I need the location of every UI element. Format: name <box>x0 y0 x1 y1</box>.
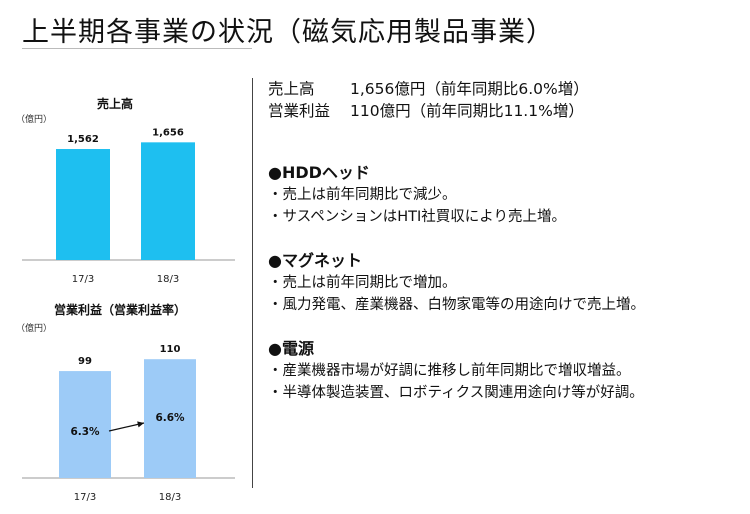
summary-sales-label: 売上高 <box>268 80 315 98</box>
margin-label: 6.3% <box>70 426 100 438</box>
summary-operating-income-value: 110億円（前年同期比11.1%増） <box>350 102 584 120</box>
section-hdd-head: ●HDDヘッド ・売上は前年同期比で減少。 ・サスペンションはHTI社買収により… <box>268 162 738 228</box>
operating-income-chart: 営業利益（営業利益率） （億円） 99 17/3 110 18/3 6.3% 6.6% <box>0 298 252 508</box>
margin-label: 6.6% <box>155 412 185 424</box>
chart-title: 売上高 <box>97 96 133 111</box>
data-label: 99 <box>78 356 92 367</box>
bullet-item: ・売上は前年同期比で減少。 <box>268 187 457 203</box>
summary-operating-income: 営業利益 110億円（前年同期比11.1%増） <box>268 100 738 122</box>
summary-sales: 売上高 1,656億円（前年同期比6.0%増） <box>268 78 738 100</box>
chart-title: 営業利益（営業利益率） <box>54 302 186 317</box>
title-underline <box>22 48 252 49</box>
section-magnet: ●マグネット ・売上は前年同期比で増加。 ・風力発電、産業機器、白物家電等の用途… <box>268 250 738 316</box>
operating-income-chart-svg: 営業利益（営業利益率）（億円） 99 17/3 110 18/3 6.3% 6.6% <box>16 302 235 503</box>
bar-18-3 <box>141 142 195 260</box>
summary-operating-income-label: 営業利益 <box>268 102 331 120</box>
chart-unit-label: （億円） <box>16 113 52 125</box>
sales-chart-svg: 売上高 （億円） 1,562 17/3 1,656 18/3 <box>16 96 235 285</box>
bar-17-3 <box>56 149 110 260</box>
data-label: 110 <box>160 344 181 355</box>
right-panel: 売上高 1,656億円（前年同期比6.0%増） 営業利益 110億円（前年同期比11… <box>268 78 738 404</box>
summary-sales-value: 1,656億円（前年同期比6.0%増） <box>350 80 589 98</box>
x-tick-label: 17/3 <box>74 492 96 503</box>
bullet-item: ・売上は前年同期比で増加。 <box>268 275 457 291</box>
x-tick-label: 17/3 <box>72 274 94 285</box>
vertical-divider <box>252 78 253 488</box>
trend-arrow-head <box>137 421 144 428</box>
page-title: 上半期各事業の状況（磁気応用製品事業） <box>22 17 554 48</box>
chart-unit-label: （億円） <box>16 322 52 334</box>
bullet-item: ・サスペンションはHTI社買収により売上増。 <box>268 209 566 225</box>
x-tick-label: 18/3 <box>159 492 181 503</box>
bar-17-3 <box>59 371 111 478</box>
bullet-item: ・産業機器市場が好調に推移し前年同期比で増収増益。 <box>268 363 631 379</box>
bullet-item: ・半導体製造装置、ロボティクス関連用途向け等が好調。 <box>268 385 644 401</box>
data-label: 1,656 <box>152 127 184 138</box>
section-title: ●HDDヘッド <box>268 163 370 182</box>
section-title: ●電源 <box>268 339 314 358</box>
bullet-item: ・風力発電、産業機器、白物家電等の用途向けで売上増。 <box>268 297 645 313</box>
sales-chart: 売上高 （億円） 1,562 17/3 1,656 18/3 <box>0 92 252 287</box>
bar-18-3 <box>144 359 196 478</box>
section-power-supply: ●電源 ・産業機器市場が好調に推移し前年同期比で増収増益。 ・半導体製造装置、ロ… <box>268 338 738 404</box>
data-label: 1,562 <box>67 134 99 145</box>
x-tick-label: 18/3 <box>157 274 179 285</box>
section-title: ●マグネット <box>268 251 362 270</box>
